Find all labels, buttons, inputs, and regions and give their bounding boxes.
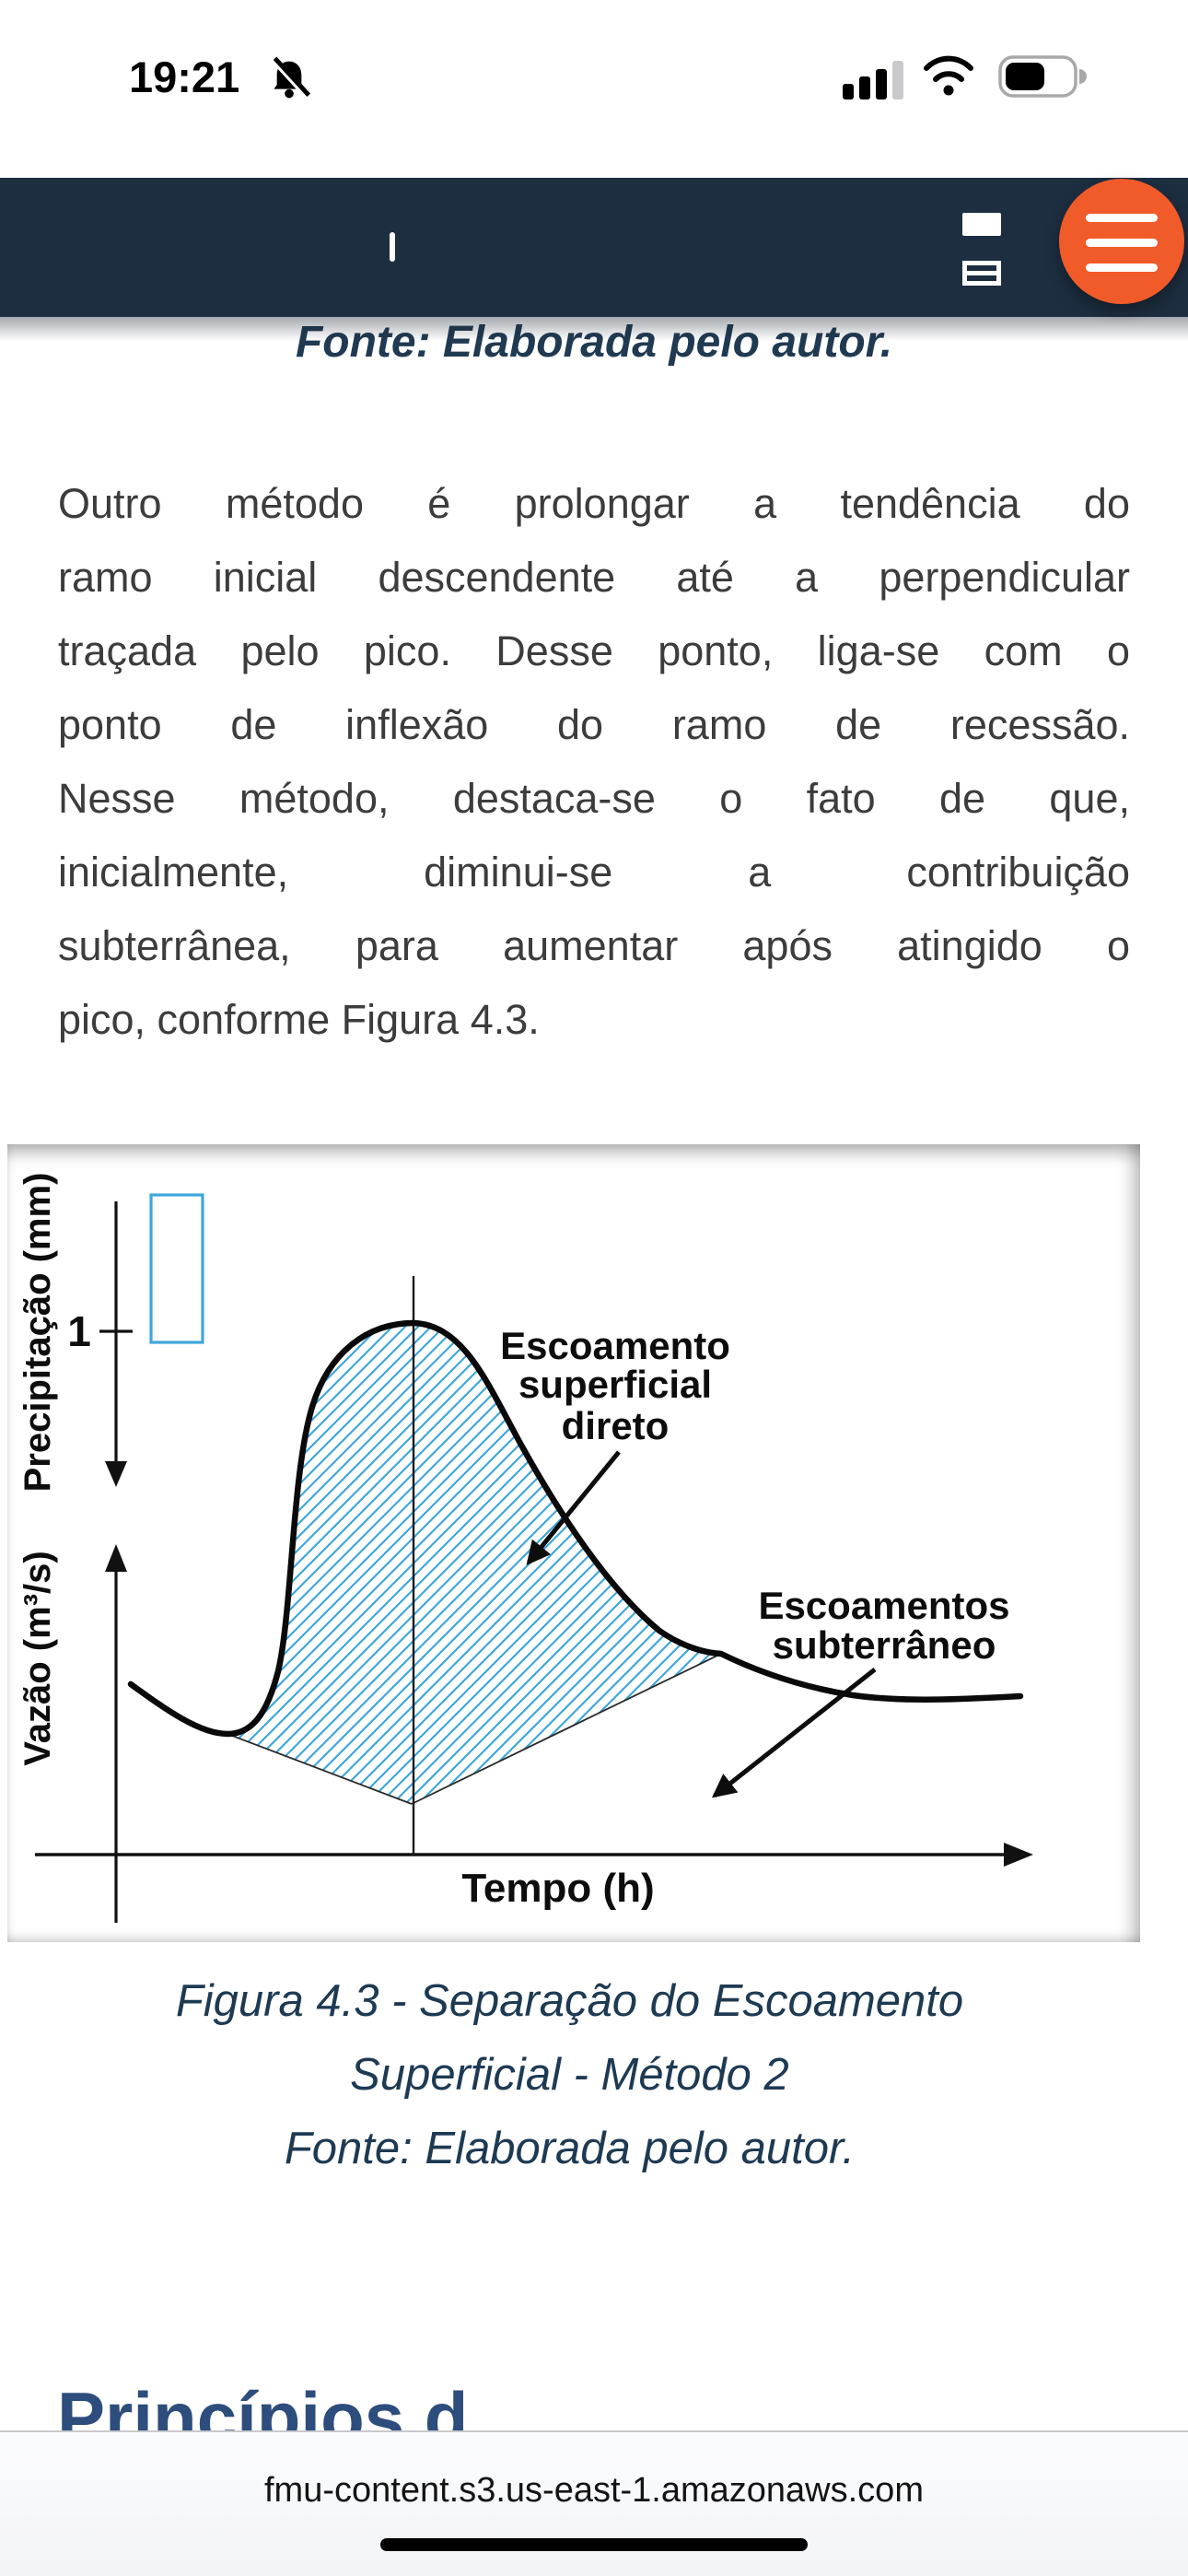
svg-text:Escoamento: Escoamento <box>500 1324 730 1367</box>
figure-caption-line: Fonte: Elaborada pelo autor. <box>284 2124 856 2173</box>
hydrograph-figure: Precipitação (mm) 1 Vazão (m³/s) Tempo (… <box>17 1173 1033 1923</box>
rows-icon[interactable] <box>962 261 1001 290</box>
browser-bottom-bar: fmu-content.s3.us-east-1.amazonaws.com <box>0 2430 1188 2576</box>
flow-axis-label: Vazão (m³/s) <box>17 1551 58 1765</box>
rain-pulse-rect <box>149 1193 204 1344</box>
paragraph-line: inicialmente, diminui-se a contribuição <box>58 849 1130 896</box>
figure-caption: Figura 4.3 - Separação do Escoamento Sup… <box>0 1964 1139 2185</box>
precip-axis <box>99 1201 133 1487</box>
body-paragraph: Outro método é prolongar a tendência do … <box>58 467 1130 1057</box>
page-icon[interactable] <box>962 213 1001 240</box>
svg-text:direto: direto <box>562 1404 670 1447</box>
app-header <box>0 178 1188 317</box>
paragraph-line: Nesse método, destaca-se o fato de que, <box>58 775 1130 822</box>
figure-caption-line: Figura 4.3 - Separação do Escoamento <box>175 1976 964 2026</box>
precip-axis-label: Precipitação (mm) <box>17 1173 58 1493</box>
home-indicator[interactable] <box>380 2538 808 2551</box>
paragraph-line: ramo inicial descendente até a perpendic… <box>58 554 1130 601</box>
time-axis-label: Tempo (h) <box>461 1866 654 1911</box>
address-bar[interactable]: fmu-content.s3.us-east-1.amazonaws.com <box>264 2471 924 2510</box>
paragraph-line: ponto de inflexão do ramo de recessão. <box>58 701 1130 748</box>
clock-label: 19:21 <box>129 53 240 101</box>
baseflow-arrow <box>711 1668 877 1798</box>
surface-runoff-hatch <box>227 1323 721 1804</box>
figure-source-label-top: Fonte: Elaborada pelo autor. <box>295 318 893 367</box>
notifications-silenced-icon <box>266 55 312 106</box>
menu-button[interactable] <box>1059 179 1184 304</box>
baseflow-separation-lines <box>227 1653 722 1805</box>
svg-text:Escoamentos: Escoamentos <box>758 1584 1009 1627</box>
flow-axis <box>105 1544 127 1923</box>
logo-fragment <box>390 232 395 262</box>
surface-runoff-label: Escoamento superficial direto <box>500 1324 730 1447</box>
paragraph-line: Outro método é prolongar a tendência do <box>58 480 1130 527</box>
paragraph-line: traçada pelo pico. Desse ponto, liga-se … <box>58 627 1130 674</box>
baseflow-label: Escoamentos subterrâneo <box>758 1584 1009 1667</box>
figure-panel: Precipitação (mm) 1 Vazão (m³/s) Tempo (… <box>7 1144 1140 1942</box>
hydrograph-curve <box>127 1319 1024 1738</box>
svg-text:superficial: superficial <box>518 1363 712 1406</box>
paragraph-line: pico, conforme Figura 4.3. <box>58 996 540 1043</box>
paragraph-line: subterrânea, para aumentar após atingido… <box>58 922 1130 969</box>
precip-tick-label: 1 <box>67 1307 91 1355</box>
figure-caption-line: Superficial - Método 2 <box>350 2050 789 2100</box>
wifi-icon <box>921 55 976 102</box>
cellular-signal-icon <box>843 57 907 104</box>
svg-text:subterrâneo: subterrâneo <box>773 1623 996 1667</box>
battery-icon <box>998 55 1087 102</box>
time-axis <box>35 1843 1033 1867</box>
surface-runoff-arrow <box>526 1450 621 1566</box>
